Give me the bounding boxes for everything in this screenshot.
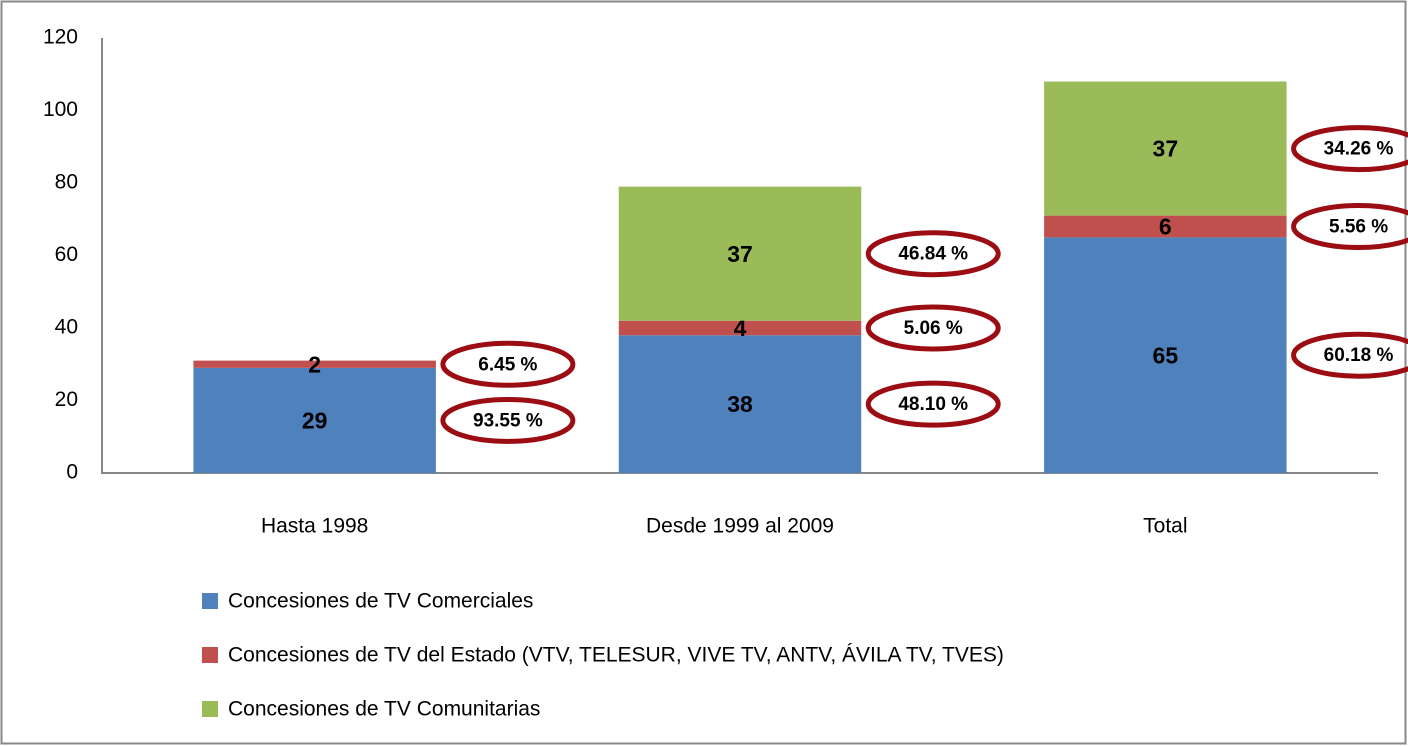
bar-segment xyxy=(193,360,436,368)
percent-ellipse xyxy=(440,396,576,444)
x-tick-label: Desde 1999 al 2009 xyxy=(646,515,834,538)
percent-label: 6.45 % xyxy=(478,354,537,375)
percent-label: 34.26 % xyxy=(1324,139,1394,160)
x-tick-label: Hasta 1998 xyxy=(261,515,368,538)
y-tick-label: 60 xyxy=(55,243,78,266)
data-label: 6 xyxy=(1159,214,1172,240)
y-tick-label: 80 xyxy=(55,171,78,194)
legend-label: Concesiones de TV Comerciales xyxy=(228,590,533,613)
y-tick-label: 120 xyxy=(43,26,78,49)
percent-label: 93.55 % xyxy=(473,410,543,431)
data-label: 2 xyxy=(308,351,321,377)
legend-label: Concesiones de TV Comunitarias xyxy=(228,698,540,721)
bar-segment xyxy=(618,186,862,321)
x-tick-label: Total xyxy=(1143,515,1187,538)
legend-swatch xyxy=(202,593,218,609)
legend-label: Concesiones de TV del Estado (VTV, TELES… xyxy=(228,644,1004,667)
percent-ellipse xyxy=(1291,203,1408,250)
data-label: 65 xyxy=(1153,342,1179,368)
percent-ellipse xyxy=(865,230,1001,278)
y-tick-label: 100 xyxy=(43,98,78,121)
percent-ellipse xyxy=(1291,331,1408,379)
bar-segment xyxy=(1044,215,1287,238)
bar-segment xyxy=(1044,237,1287,473)
data-label: 29 xyxy=(302,408,328,434)
data-label: 37 xyxy=(727,241,753,267)
percent-label: 5.06 % xyxy=(904,318,963,339)
y-tick-label: 0 xyxy=(66,461,78,484)
percent-label: 46.84 % xyxy=(898,244,968,265)
bar-segment xyxy=(193,367,436,473)
percent-ellipse xyxy=(865,380,1001,428)
percent-label: 60.18 % xyxy=(1324,345,1394,366)
y-tick-label: 40 xyxy=(55,316,78,339)
legend-swatch xyxy=(202,701,218,717)
legend-swatch xyxy=(202,647,218,663)
percent-ellipse xyxy=(1291,125,1408,173)
percent-ellipse xyxy=(440,340,576,388)
data-label: 37 xyxy=(1153,136,1179,162)
bar-segment xyxy=(618,335,862,473)
y-tick-label: 20 xyxy=(55,388,78,411)
percent-label: 5.56 % xyxy=(1329,217,1388,238)
percent-ellipse xyxy=(865,304,1001,352)
bar-segment xyxy=(618,320,862,336)
data-label: 38 xyxy=(727,391,753,417)
percent-label: 48.10 % xyxy=(898,394,968,415)
data-label: 4 xyxy=(734,315,747,341)
bar-segment xyxy=(1044,81,1287,216)
